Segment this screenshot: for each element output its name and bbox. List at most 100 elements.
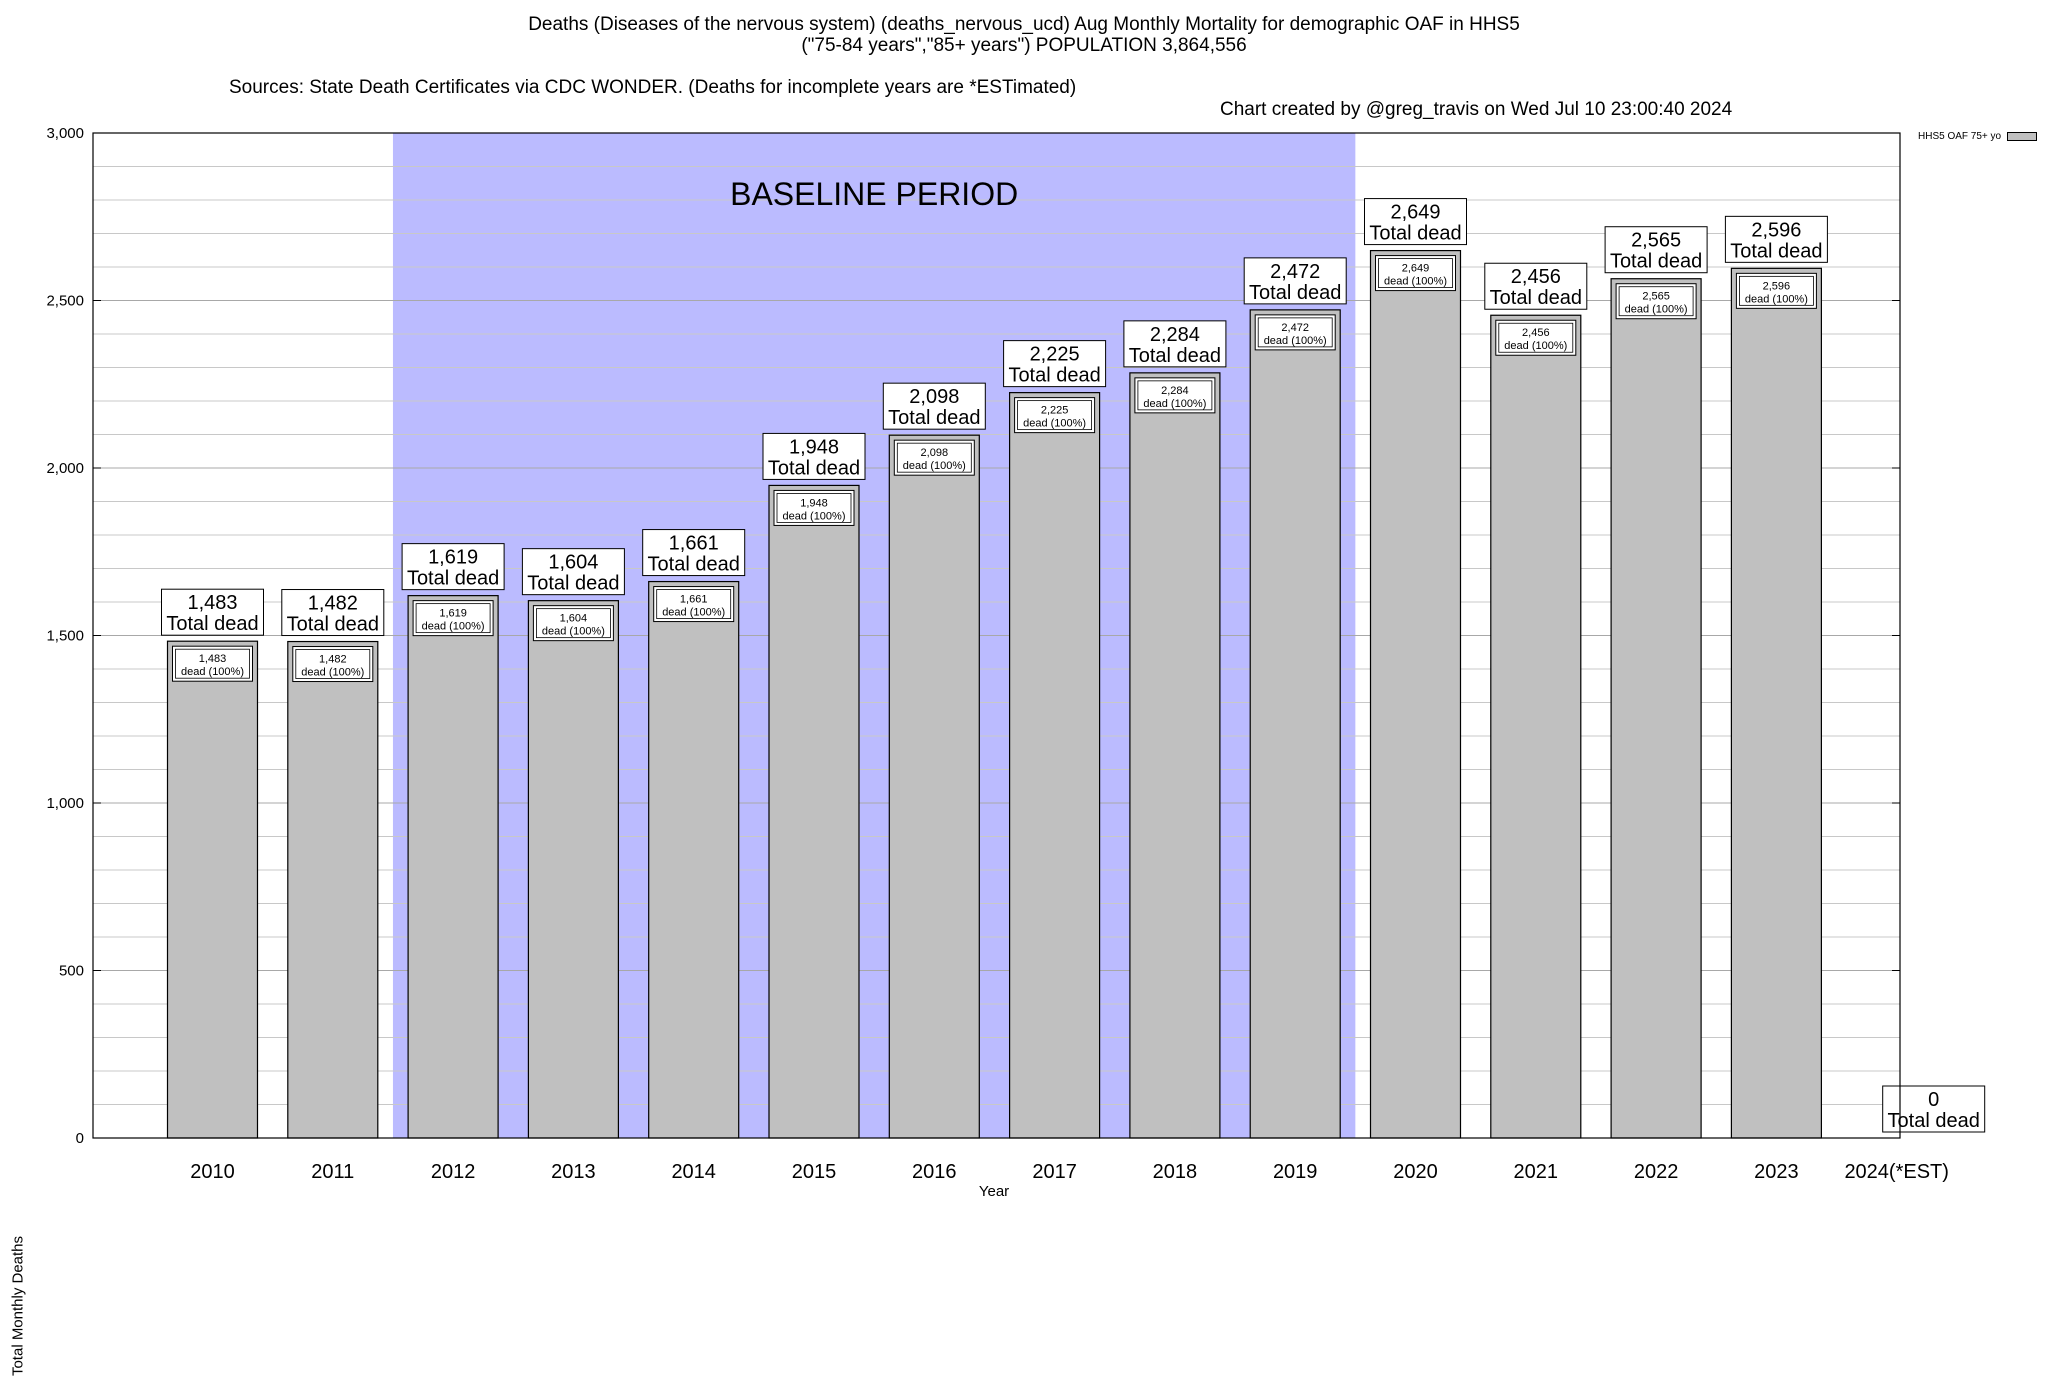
bar-total-label-box xyxy=(1484,262,1588,310)
x-tick-label: 2018 xyxy=(1153,1161,1198,1183)
bar xyxy=(888,434,980,1139)
bar-inner-percent: dead (100%) xyxy=(1264,335,1327,347)
bar-total-label-box xyxy=(1364,198,1467,246)
x-axis-label: Year xyxy=(978,1183,1010,1200)
bar xyxy=(1249,309,1341,1139)
bar xyxy=(1490,314,1582,1139)
bar-inner-value: 2,596 xyxy=(1763,280,1791,292)
bar-total-text: Total dead xyxy=(407,568,499,590)
bar-total-value: 1,482 xyxy=(308,593,358,615)
bar-total-label-box xyxy=(161,588,264,636)
bar-total-label-box xyxy=(1003,340,1107,388)
y-tick-label: 2,000 xyxy=(46,460,84,477)
y-tick-label: 1,000 xyxy=(46,795,84,812)
bar-total-value: 2,225 xyxy=(1030,344,1080,366)
bar-inner-label-frame xyxy=(536,608,611,639)
x-tick-label: 2017 xyxy=(1032,1161,1077,1183)
bar-inner-value: 2,472 xyxy=(1281,322,1309,334)
bar-total-text: Total dead xyxy=(648,554,740,576)
bar-total-label-box xyxy=(1243,257,1347,305)
bar-inner-percent: dead (100%) xyxy=(1745,293,1808,305)
y-tick-label: 0 xyxy=(76,1130,84,1147)
bar-inner-percent: dead (100%) xyxy=(542,626,605,638)
chart-subtitle: ("75-84 years","85+ years") POPULATION 3… xyxy=(801,35,1247,56)
bar-total-text: Total dead xyxy=(1490,287,1582,309)
bar-inner-value: 2,284 xyxy=(1161,385,1189,397)
bar-inner-label-box xyxy=(653,586,735,623)
bar-inner-label-box xyxy=(1014,397,1096,434)
bar-total-value: 1,619 xyxy=(428,547,478,569)
bar-inner-label-frame xyxy=(1378,258,1453,288)
bar-inner-percent: dead (100%) xyxy=(422,621,485,633)
bar xyxy=(648,580,740,1139)
x-tick-label: 2015 xyxy=(792,1161,837,1183)
bar-total-text: Total dead xyxy=(888,407,980,429)
bar-total-label-box xyxy=(281,589,385,637)
bar-total-label-box xyxy=(762,432,866,480)
bar-inner-label-frame xyxy=(1017,400,1092,431)
bar-inner-label-frame xyxy=(896,442,972,473)
legend: HHS5 OAF 75+ yo xyxy=(1918,131,2038,142)
bar-total-value: 2,649 xyxy=(1390,202,1440,224)
bar-inner-label-frame xyxy=(295,649,371,679)
bar-total-text: Total dead xyxy=(1610,251,1702,273)
bar-inner-value: 1,604 xyxy=(560,613,588,625)
bar-total-value: 1,661 xyxy=(669,533,719,555)
bar-inner-label-frame xyxy=(415,603,491,634)
bar-inner-percent: dead (100%) xyxy=(662,607,725,619)
bar-inner-label-box xyxy=(412,600,494,637)
bar-inner-label-frame xyxy=(1137,380,1213,411)
bar-inner-label-frame xyxy=(776,493,852,523)
x-tick-label: 2012 xyxy=(431,1161,476,1183)
bar-total-label-box xyxy=(521,548,625,596)
bar-inner-percent: dead (100%) xyxy=(1143,398,1206,410)
bar-chart: BASELINE PERIOD 0 500 1,000 1,500 2,000 2,500 3… xyxy=(46,125,1986,1183)
bar-inner-value: 1,948 xyxy=(800,497,828,509)
bar-inner-label-box xyxy=(292,646,374,683)
bar-inner-label-box xyxy=(1254,314,1336,351)
y-tick-label: 1,500 xyxy=(46,628,84,645)
bar-inner-percent: dead (100%) xyxy=(1625,304,1688,316)
bar-inner-value: 1,482 xyxy=(319,654,347,666)
bar xyxy=(527,600,620,1139)
legend-label: HHS5 OAF 75+ yo xyxy=(1918,131,2002,142)
bar-inner-label-box xyxy=(172,645,253,682)
bar-total-text: Total dead xyxy=(1249,282,1341,304)
bar xyxy=(1730,267,1823,1139)
bar-total-value: 0 xyxy=(1928,1089,1939,1111)
bar-inner-percent: dead (100%) xyxy=(903,460,966,472)
plot-frame xyxy=(92,132,1901,1139)
x-tick-label: 2016 xyxy=(912,1161,957,1183)
bar-inner-value: 2,456 xyxy=(1522,327,1550,339)
y-tick-label: 3,000 xyxy=(46,125,84,142)
bar-inner-percent: dead (100%) xyxy=(1023,418,1086,430)
y-axis-label: Total Monthly Deaths xyxy=(9,1235,27,1376)
bar-total-text: Total dead xyxy=(768,457,860,479)
bar-total-value: 2,596 xyxy=(1751,219,1801,241)
bar-inner-label-box xyxy=(1495,319,1577,356)
bar xyxy=(1369,249,1462,1139)
y-tick-label: 2,500 xyxy=(46,293,84,310)
x-tick-label: 2023 xyxy=(1754,1161,1799,1183)
bar-inner-value: 1,619 xyxy=(439,608,467,620)
bar-total-value: 2,472 xyxy=(1270,261,1320,283)
chart-sources-line: Sources: State Death Certificates via CD… xyxy=(0,55,2048,121)
x-tick-label: 2013 xyxy=(551,1161,596,1183)
bar-total-label-box xyxy=(1604,226,1708,274)
bar-inner-label-frame xyxy=(1257,317,1333,348)
bar-inner-label-frame xyxy=(656,589,732,619)
bar xyxy=(166,640,259,1139)
bar-inner-label-box xyxy=(532,605,614,642)
bar-total-value: 2,098 xyxy=(909,386,959,408)
bar-inner-value: 2,225 xyxy=(1041,405,1069,417)
bar-total-text: Total dead xyxy=(1008,365,1100,387)
bar xyxy=(1610,278,1702,1139)
bar-inner-label-box xyxy=(773,489,855,526)
bar-total-value: 2,284 xyxy=(1150,324,1200,346)
bar xyxy=(768,484,860,1139)
x-tick-label: 2022 xyxy=(1634,1161,1679,1183)
bar-inner-percent: dead (100%) xyxy=(1504,340,1567,352)
x-tick-label: 2021 xyxy=(1514,1161,1559,1183)
bar-inner-label-frame xyxy=(175,648,250,679)
bar-inner-label-box xyxy=(1134,377,1216,414)
